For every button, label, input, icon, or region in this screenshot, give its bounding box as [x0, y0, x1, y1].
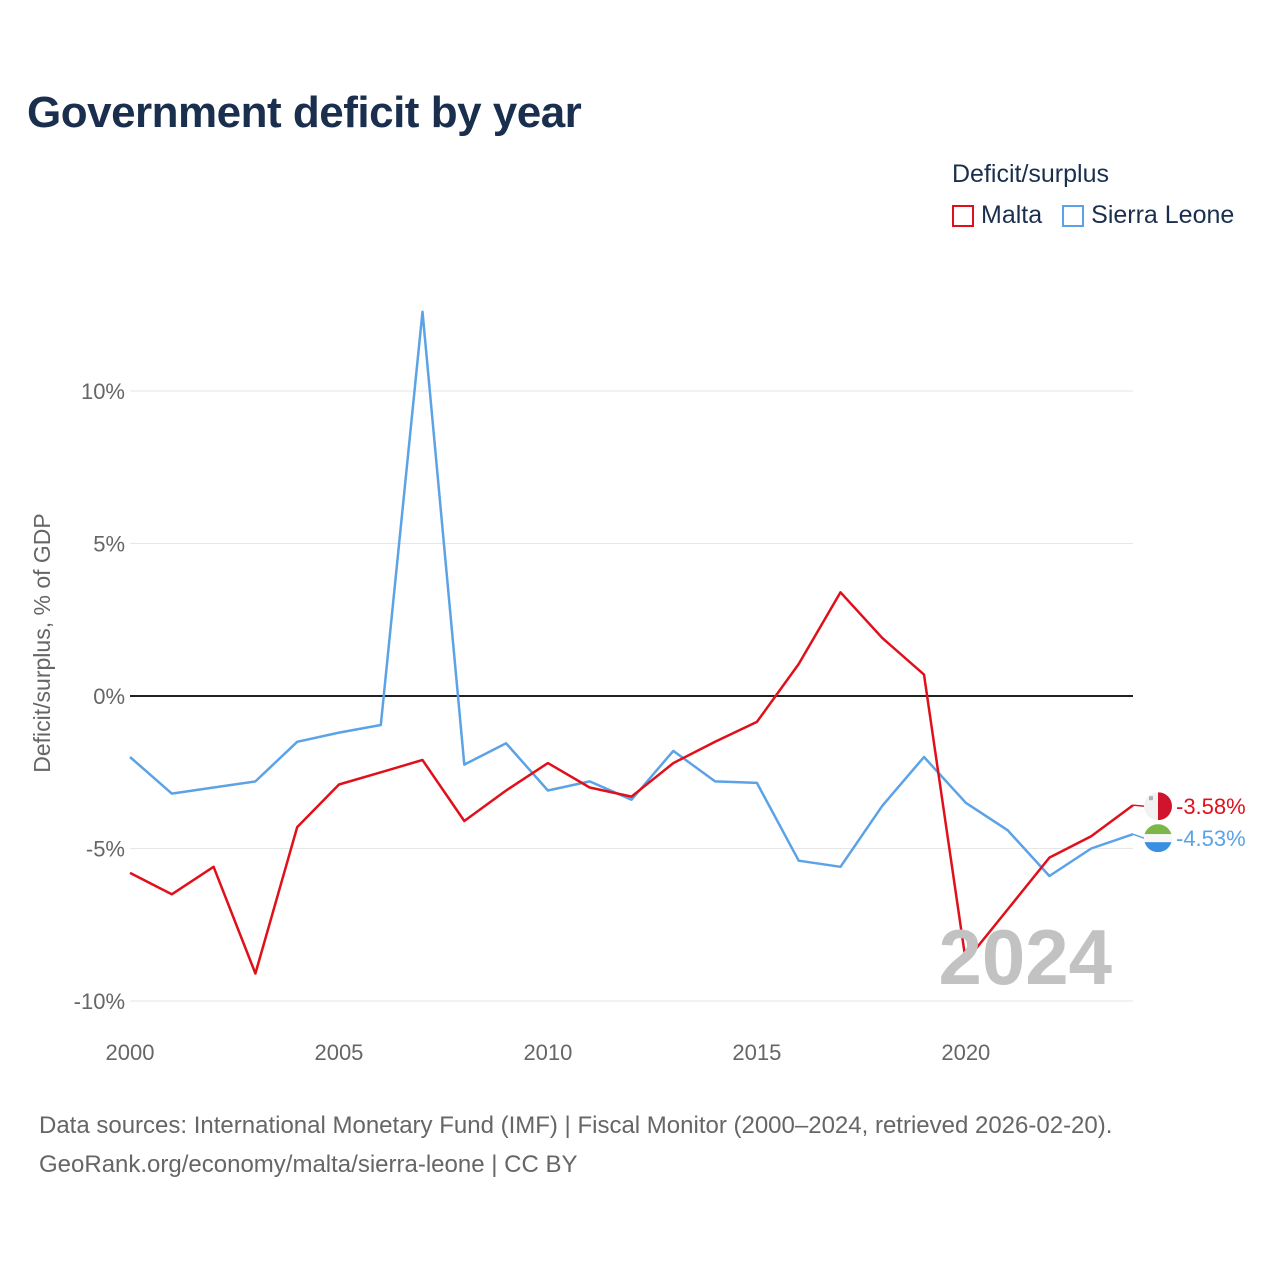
grid-lines — [130, 390, 1133, 1002]
y-tick-label: 0% — [93, 684, 125, 709]
legend-item-sierra-leone[interactable]: Sierra Leone — [1062, 201, 1234, 230]
series-line-sierra-leone[interactable] — [129, 310, 1134, 878]
y-tick-label: 5% — [93, 532, 125, 557]
end-label-malta: -3.58% — [1176, 794, 1246, 819]
year-watermark: 2024 — [938, 913, 1112, 1001]
series-lines — [129, 310, 1134, 975]
y-tick-label: 10% — [81, 379, 125, 404]
series-line-malta[interactable] — [129, 591, 1134, 975]
legend-swatch-sierra-leone — [1062, 204, 1085, 227]
source-note: Data sources: International Monetary Fun… — [39, 1106, 1112, 1184]
legend: Deficit/surplus Malta Sierra Leone — [952, 160, 1234, 230]
y-axis-title: Deficit/surplus, % of GDP — [29, 513, 55, 772]
source-line-2: GeoRank.org/economy/malta/sierra-leone |… — [39, 1151, 578, 1178]
legend-title: Deficit/surplus — [952, 160, 1109, 188]
legend-swatch-malta — [952, 204, 974, 227]
source-line-1: Data sources: International Monetary Fun… — [39, 1112, 1113, 1139]
end-label-sierra-leone: -4.53% — [1176, 826, 1246, 851]
legend-label-sierra-leone: Sierra Leone — [1091, 201, 1235, 229]
x-tick-label: 2005 — [314, 1040, 363, 1065]
end-connector-sierra-leone — [1132, 833, 1145, 839]
flag-sierra-leone-icon — [1144, 824, 1172, 853]
y-tick-label: -5% — [86, 837, 125, 862]
y-tick-label: -10% — [74, 989, 125, 1014]
y-axis-ticks: -10% -5% 0% 5% 10% — [74, 379, 125, 1014]
x-tick-label: 2010 — [523, 1040, 572, 1065]
x-tick-label: 2020 — [941, 1040, 990, 1065]
legend-item-malta[interactable]: Malta — [952, 201, 1042, 230]
x-axis-ticks: 2000 2005 2010 2015 2020 — [106, 1040, 991, 1065]
end-markers: -3.58% -4.53% — [1132, 792, 1246, 853]
chart-title: Government deficit by year — [27, 88, 582, 137]
x-tick-label: 2015 — [732, 1040, 781, 1065]
legend-label-malta: Malta — [981, 201, 1043, 229]
x-tick-label: 2000 — [106, 1040, 155, 1065]
flag-malta-icon — [1144, 792, 1172, 821]
end-connector-malta — [1132, 804, 1145, 807]
